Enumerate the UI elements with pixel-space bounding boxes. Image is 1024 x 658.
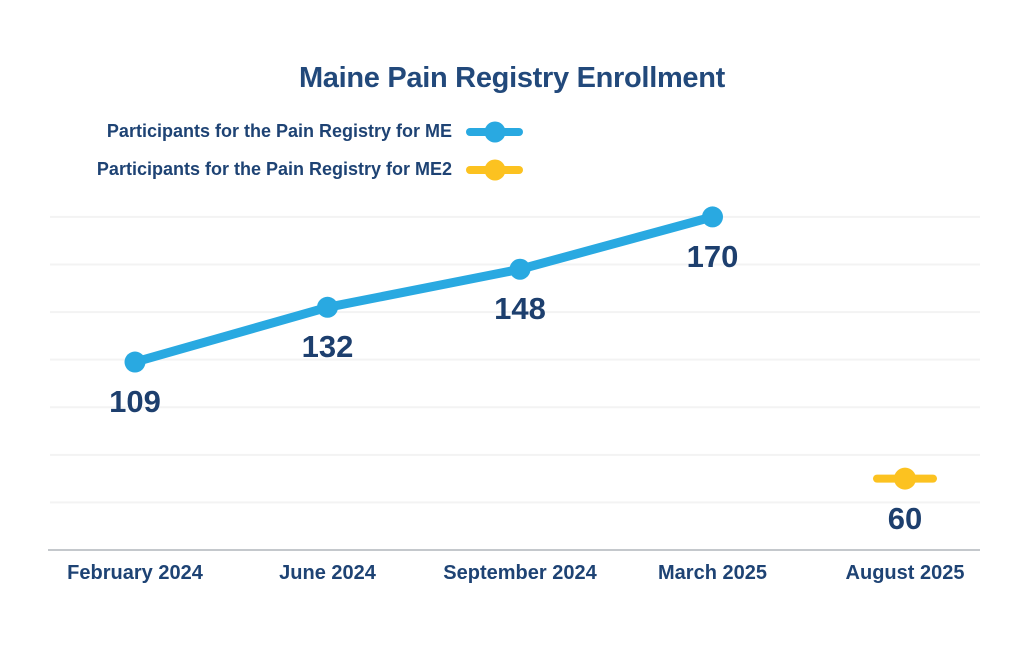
x-axis-label: September 2024 — [443, 562, 597, 584]
x-axis-label: March 2025 — [658, 562, 767, 584]
legend-marker-me — [466, 121, 523, 143]
data-label: 148 — [494, 291, 546, 327]
legend-label-me: Participants for the Pain Registry for M… — [106, 121, 452, 141]
legend-item-me2: Participants for the Pain Registry for M… — [20, 157, 523, 182]
data-point — [509, 258, 531, 280]
x-axis-label: June 2024 — [279, 562, 376, 584]
legend: Participants for the Pain Registry for M… — [20, 119, 523, 195]
data-point — [894, 467, 916, 490]
legend-marker-me2 — [466, 159, 523, 181]
legend-item-me: Participants for the Pain Registry for M… — [20, 119, 523, 144]
data-point — [702, 206, 723, 228]
data-point — [317, 296, 338, 318]
legend-dot-me2 — [484, 159, 505, 180]
data-label: 60 — [887, 500, 923, 536]
x-axis-label: August 2025 — [845, 562, 965, 584]
series-line-1 — [130, 212, 717, 367]
data-label: 109 — [109, 384, 161, 420]
data-point — [124, 351, 146, 373]
data-label: 132 — [301, 329, 354, 365]
x-axis-label: February 2024 — [67, 562, 203, 584]
chart-title: Maine Pain Registry Enrollment — [298, 62, 726, 94]
data-label: 170 — [686, 238, 739, 274]
legend-label-me2: Participants for the Pain Registry for M… — [96, 159, 452, 179]
legend-dot-me — [484, 121, 505, 142]
